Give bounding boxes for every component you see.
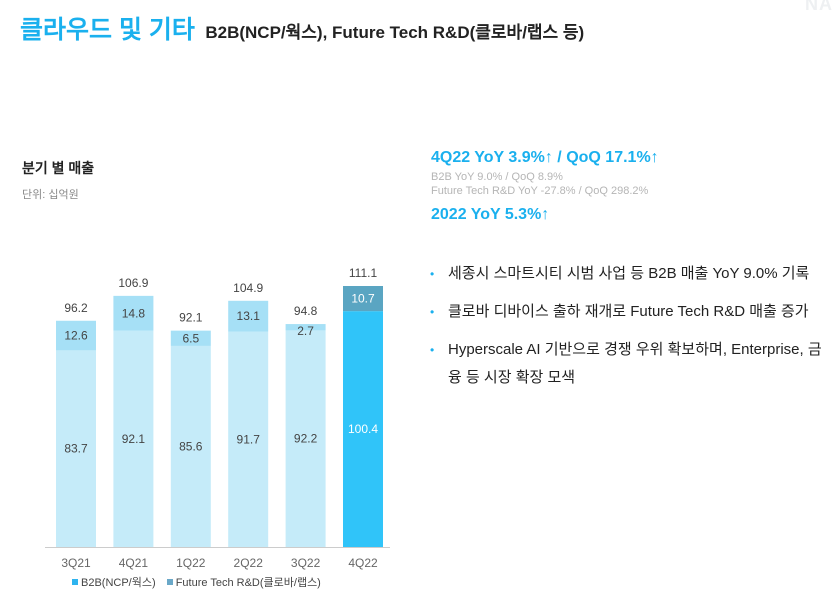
value-label-ftrd-3Q22: 2.7	[297, 324, 314, 338]
x-tick-label-4Q21: 4Q21	[119, 556, 149, 570]
x-tick-label-4Q22: 4Q22	[348, 556, 378, 570]
bullet-dot-icon: •	[430, 267, 435, 281]
chart-unit-label: 단위: 십억원	[22, 189, 79, 201]
value-label-b2b-1Q22: 85.6	[179, 439, 203, 453]
x-tick-label-3Q21: 3Q21	[61, 556, 91, 570]
kpi-ftrd-growth: Future Tech R&D YoY -27.8% / QoQ 298.2%	[431, 185, 649, 197]
kpi-year-growth: 2022 YoY 5.3%↑	[431, 206, 550, 223]
list-item-text: 클로바 디바이스 출하 재개로 Future Tech R&D 매출 증가	[448, 303, 809, 320]
x-tick-label-3Q22: 3Q22	[291, 556, 321, 570]
bar-b2b-2Q22	[228, 331, 269, 547]
legend-item-b2b: B2B(NCP/웍스)	[72, 574, 156, 590]
value-label-ftrd-1Q22: 6.5	[182, 331, 199, 345]
value-label-b2b-4Q21: 92.1	[122, 432, 146, 446]
list-item: • Hyperscale AI 기반으로 경쟁 우위 확보하며, Enterpri…	[430, 336, 835, 392]
value-label-ftrd-3Q21: 12.6	[64, 329, 88, 343]
bar-b2b-1Q22	[170, 345, 211, 547]
page-subtitle: B2B(NCP/웍스), Future Tech R&D(클로바/랩스 등)	[205, 23, 585, 42]
total-label-3Q21: 96.2	[64, 301, 88, 315]
list-item-text: Hyperscale AI 기반으로 경쟁 우위 확보하며, Enterpris…	[448, 341, 822, 386]
total-label-1Q22: 92.1	[179, 311, 203, 325]
legend-swatch-ftrd	[166, 579, 173, 585]
page-header: 클라우드 및 기타 B2B(NCP/웍스), Future Tech R&D(클…	[20, 10, 584, 46]
bar-ftrd-4Q22	[343, 286, 383, 312]
bar-b2b-4Q21	[113, 330, 154, 547]
legend-item-ftrd: Future Tech R&D(클로바/랩스)	[166, 574, 321, 590]
value-label-b2b-3Q22: 92.2	[294, 432, 318, 446]
x-tick-label-1Q22: 1Q22	[176, 556, 206, 570]
legend-swatch-b2b	[72, 579, 78, 585]
highlight-list: • 세종시 스마트시티 시범 사업 등 B2B 매출 YoY 9.0% 기록 • 클…	[430, 260, 835, 392]
bar-ftrd-3Q22	[285, 324, 326, 331]
legend-label-b2b: B2B(NCP/웍스)	[81, 577, 156, 589]
bar-b2b-4Q22	[343, 311, 383, 547]
bar-ftrd-3Q21	[56, 320, 96, 351]
chart-legend: B2B(NCP/웍스) Future Tech R&D(클로바/랩스)	[72, 574, 329, 590]
value-label-ftrd-2Q22: 13.1	[237, 309, 261, 323]
total-label-4Q22: 111.1	[349, 266, 378, 280]
kpi-b2b-growth: B2B YoY 9.0% / QoQ 8.9%	[431, 171, 563, 183]
list-item: • 세종시 스마트시티 시범 사업 등 B2B 매출 YoY 9.0% 기록	[430, 260, 835, 288]
brand-logo: NA	[805, 0, 833, 14]
bar-b2b-3Q22	[285, 330, 326, 547]
bullet-dot-icon: •	[430, 305, 435, 319]
list-item: • 클로바 디바이스 출하 재개로 Future Tech R&D 매출 증가	[430, 298, 835, 326]
total-label-3Q22: 94.8	[294, 304, 318, 318]
bar-ftrd-1Q22	[170, 330, 211, 346]
value-label-ftrd-4Q21: 14.8	[122, 306, 146, 320]
total-label-4Q21: 106.9	[118, 276, 148, 290]
x-tick-label-2Q22: 2Q22	[234, 556, 264, 570]
legend-label-ftrd: Future Tech R&D(클로바/랩스)	[175, 577, 321, 589]
bullet-dot-icon: •	[430, 343, 435, 357]
page-title: 클라우드 및 기타	[20, 16, 195, 44]
chart-heading: 분기 별 매출	[22, 160, 95, 176]
value-label-ftrd-4Q22: 10.7	[351, 292, 375, 306]
total-label-2Q22: 104.9	[233, 281, 263, 295]
bar-b2b-3Q21	[56, 350, 96, 547]
bar-ftrd-2Q22	[228, 300, 269, 332]
bar-ftrd-4Q21	[113, 295, 154, 331]
list-item-text: 세종시 스마트시티 시범 사업 등 B2B 매출 YoY 9.0% 기록	[448, 265, 810, 282]
value-label-b2b-4Q22: 100.4	[348, 422, 378, 436]
kpi-quarter-growth: 4Q22 YoY 3.9%↑ / QoQ 17.1%↑	[431, 149, 659, 166]
value-label-b2b-3Q21: 83.7	[64, 442, 88, 456]
value-label-b2b-2Q22: 91.7	[237, 432, 261, 446]
